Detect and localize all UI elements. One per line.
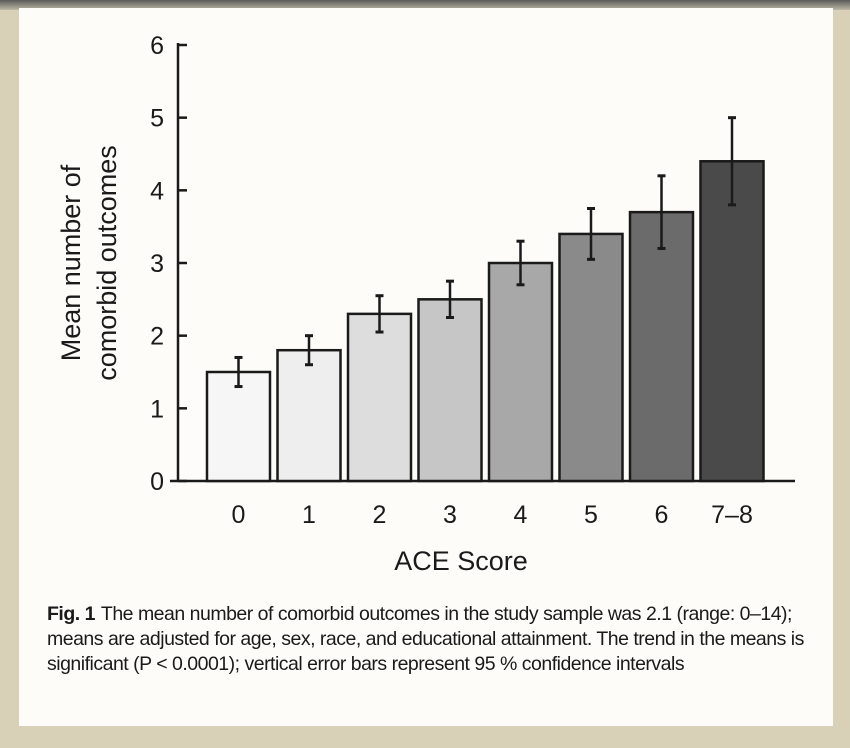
bar: [276, 348, 342, 483]
y-axis-title-line: Mean number of: [56, 164, 86, 361]
y-tick-label: 6: [150, 32, 164, 60]
bar: [628, 210, 695, 483]
figure-panel: 0 1 2 3 4 5 6 0 1 2 3 4 5 6 7–8 ACE Score Mean number of…: [19, 8, 833, 726]
bar: [487, 261, 554, 483]
x-axis-title: ACE Score: [394, 546, 528, 576]
bar: [699, 160, 765, 483]
y-tick-label: 5: [150, 105, 164, 133]
bar: [205, 370, 272, 483]
x-tick-label: 2: [373, 501, 387, 529]
figure-label: Fig. 1: [47, 603, 95, 625]
x-tick-label: 7–8: [711, 501, 753, 529]
y-tick-label: 1: [150, 395, 164, 423]
y-tick-label: 4: [150, 177, 164, 205]
y-axis-title-line: comorbid outcomes: [92, 145, 122, 381]
x-tick-label: 1: [302, 501, 316, 529]
bar: [346, 312, 413, 483]
y-tick-label: 2: [150, 323, 164, 351]
x-tick-label: 6: [655, 501, 669, 529]
x-tick-label: 5: [584, 501, 598, 529]
figure-caption: Fig. 1 The mean number of comorbid outcom…: [47, 602, 837, 677]
x-tick-label: 3: [443, 501, 457, 529]
x-tick-label: 0: [232, 501, 246, 529]
bar: [417, 298, 483, 483]
y-tick-label: 0: [150, 468, 164, 496]
bar: [558, 232, 624, 483]
x-tick-label: 4: [514, 501, 528, 529]
screen-top-edge: [0, 0, 850, 10]
bar-chart: 0 1 2 3 4 5 6 0 1 2 3 4 5 6 7–8 ACE Score Mean number of…: [56, 32, 795, 576]
caption-text: The mean number of comorbid outcomes in …: [47, 603, 804, 675]
y-tick-label: 3: [150, 250, 164, 278]
